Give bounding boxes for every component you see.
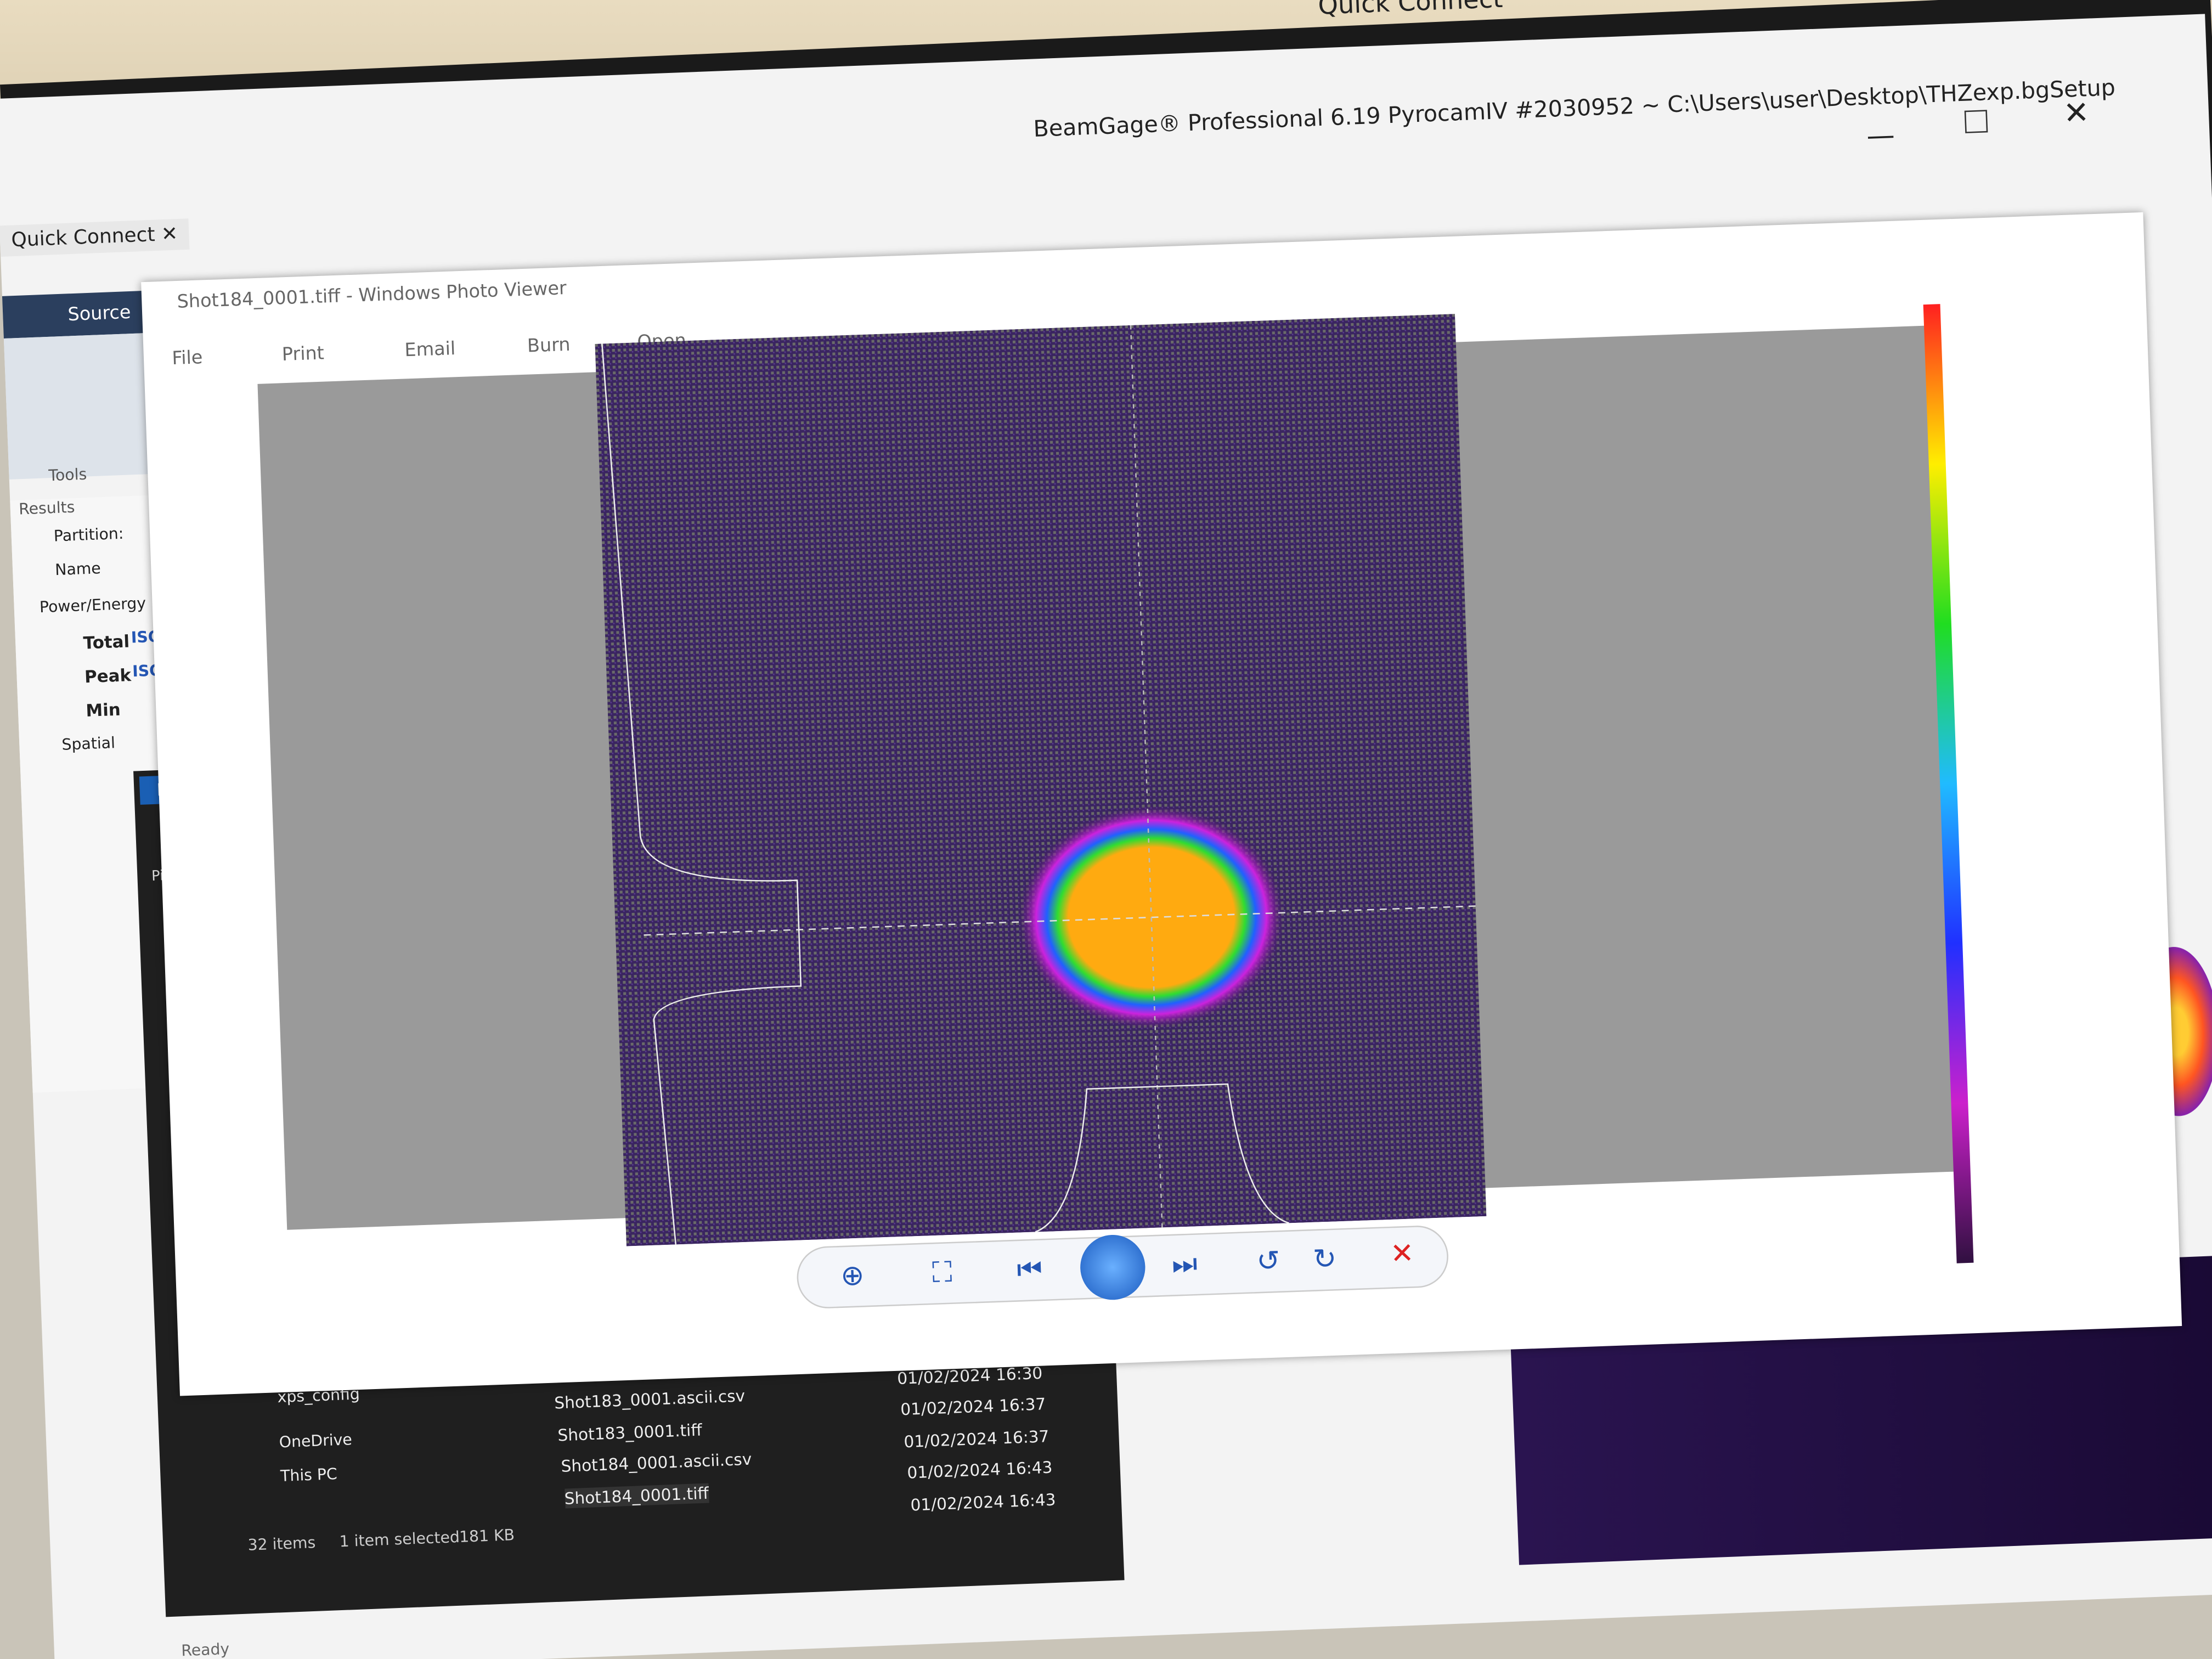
previous-button[interactable]: ⏮ bbox=[1016, 1251, 1043, 1286]
profile-horizontal bbox=[1035, 1083, 1290, 1233]
result-name: Total bbox=[83, 631, 130, 653]
viewer-menu-item[interactable]: Burn bbox=[527, 335, 571, 358]
result-name: Peak bbox=[84, 665, 132, 687]
viewer-menu-item[interactable]: File bbox=[171, 347, 204, 370]
file-date: 01/02/2024 16:37 bbox=[900, 1393, 1046, 1420]
nav-item[interactable]: This PC bbox=[280, 1465, 338, 1486]
viewer-menu-item[interactable]: Print bbox=[281, 343, 325, 366]
zoom-button[interactable]: ⊕ bbox=[840, 1257, 865, 1293]
viewer-toolbar: ⊕ ⛶ ⏮ ⏭ ↺ ↻ ✕ bbox=[795, 1224, 1449, 1310]
ribbon-tab[interactable]: Source bbox=[67, 302, 132, 326]
photo-viewer: Shot184_0001.tiff - Windows Photo Viewer… bbox=[141, 212, 2182, 1396]
rotate-right-button[interactable]: ↻ bbox=[1312, 1241, 1338, 1276]
minimize-button[interactable]: — bbox=[1866, 117, 1895, 153]
app-title: BeamGage® Professional 6.19 PyrocamIV #2… bbox=[1032, 74, 2116, 143]
profile-vertical bbox=[601, 343, 802, 1245]
status-ready: Ready bbox=[180, 1640, 230, 1659]
rotate-left-button[interactable]: ↺ bbox=[1256, 1243, 1281, 1278]
file-date: 01/02/2024 16:43 bbox=[910, 1488, 1057, 1515]
ribbon-group-label: Tools bbox=[48, 465, 87, 486]
name-column: Name bbox=[54, 559, 101, 579]
results-header: Results bbox=[18, 498, 76, 519]
noise-background bbox=[595, 314, 1487, 1246]
next-button[interactable]: ⏭ bbox=[1171, 1246, 1198, 1281]
file-date: 01/02/2024 16:37 bbox=[903, 1425, 1049, 1451]
partition-label: Partition: bbox=[53, 524, 124, 546]
viewer-title: Shot184_0001.tiff - Windows Photo Viewer bbox=[177, 278, 567, 314]
delete-button[interactable]: ✕ bbox=[1390, 1235, 1415, 1271]
file-name[interactable]: Shot183_0001.ascii.csv bbox=[554, 1385, 746, 1413]
status-count: 32 items bbox=[247, 1533, 316, 1555]
fit-button[interactable]: ⛶ bbox=[932, 1254, 953, 1289]
crosshair-v bbox=[1130, 325, 1163, 1228]
file-name[interactable]: Shot184_0001.tiff bbox=[563, 1482, 709, 1508]
close-button[interactable]: ✕ bbox=[2062, 96, 2090, 133]
status-size: 181 KB bbox=[459, 1526, 515, 1547]
document-tab[interactable]: Quick Connect ✕ bbox=[0, 218, 190, 257]
file-name[interactable]: Shot184_0001.ascii.csv bbox=[560, 1449, 752, 1476]
status-selected: 1 item selected bbox=[339, 1528, 460, 1551]
slideshow-button[interactable] bbox=[1079, 1233, 1147, 1301]
group-label: Spatial bbox=[61, 733, 116, 754]
group-label: Power/Energy bbox=[39, 594, 146, 617]
maximize-button[interactable] bbox=[1964, 110, 1988, 133]
beam-image bbox=[595, 314, 1487, 1246]
nav-item[interactable]: OneDrive bbox=[279, 1430, 353, 1452]
viewer-menu-item[interactable]: Email bbox=[404, 338, 456, 362]
file-name[interactable]: Shot183_0001.tiff bbox=[557, 1419, 703, 1444]
ribbon-panel bbox=[3, 332, 165, 479]
file-date: 01/02/2024 16:43 bbox=[906, 1457, 1053, 1483]
tab-label: Quick Connect bbox=[10, 224, 156, 252]
result-name: Min bbox=[85, 699, 121, 721]
